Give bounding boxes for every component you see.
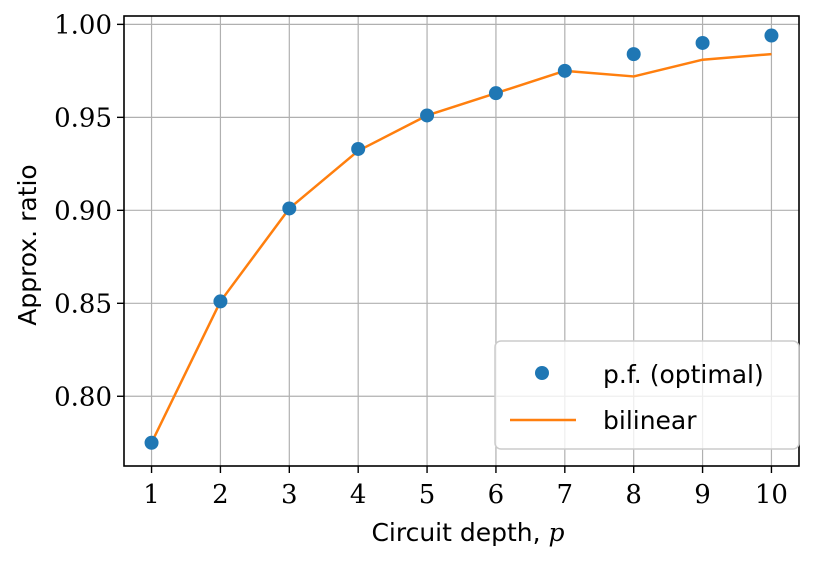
- x-tick-label: 8: [625, 480, 642, 510]
- pf-optimal-point: [557, 63, 572, 78]
- pf-optimal-point: [282, 201, 297, 216]
- x-tick-label: 1: [143, 480, 160, 510]
- pf-optimal-point: [626, 47, 641, 62]
- pf-optimal-point: [144, 435, 159, 450]
- legend-label-pf: p.f. (optimal): [603, 360, 764, 389]
- x-axis-label-text: Circuit depth,: [371, 518, 548, 547]
- pf-optimal-point: [351, 141, 366, 156]
- x-tick-label: 6: [488, 480, 505, 510]
- plot-frame: [123, 15, 800, 467]
- y-tick-label: 0.95: [54, 103, 112, 133]
- x-axis-label-variable: p: [549, 518, 565, 547]
- x-tick-label: 5: [419, 480, 436, 510]
- pf-optimal-point: [420, 108, 435, 123]
- x-tick-label: 7: [557, 480, 574, 510]
- y-axis-label: Approx. ratio: [13, 164, 42, 325]
- x-tick-label: 10: [755, 480, 788, 510]
- pf-optimal-point: [764, 28, 779, 43]
- x-tick-label: 2: [212, 480, 229, 510]
- legend-label-bilinear: bilinear: [603, 406, 697, 435]
- legend-marker-pf: [535, 366, 549, 380]
- legend-box: [494, 340, 800, 450]
- y-tick-label: 0.80: [54, 382, 112, 412]
- axis-ticks: 1 2 3 4 5 6 7 8 9 10 0.80 0.85 0.90 0.95 1.00: [54, 10, 788, 510]
- pf-optimal-point: [695, 35, 710, 50]
- y-tick-label: 0.90: [54, 196, 112, 226]
- y-tick-label: 0.85: [54, 289, 112, 319]
- y-tick-label: 1.00: [54, 10, 112, 40]
- x-tick-label: 3: [281, 480, 298, 510]
- pf-optimal-point: [488, 86, 503, 101]
- pf-optimal-point: [213, 294, 228, 309]
- plot-series: [144, 28, 779, 450]
- x-axis-label: Circuit depth, p: [371, 518, 564, 547]
- x-tick-label: 9: [694, 480, 711, 510]
- legend: p.f. (optimal) bilinear: [494, 340, 800, 450]
- x-tick-label: 4: [350, 480, 367, 510]
- bilinear-series-line: [150, 52, 772, 444]
